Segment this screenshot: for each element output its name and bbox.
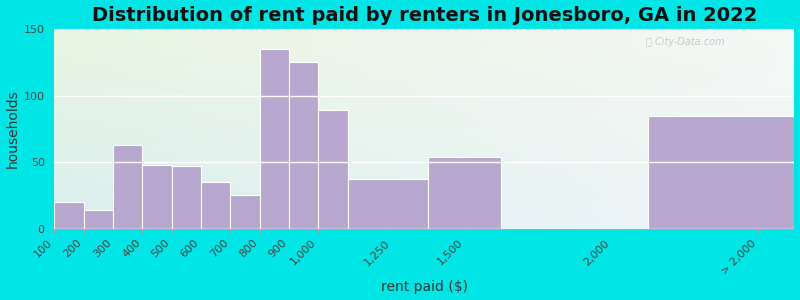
Bar (259, 49, 289, 229)
Bar (289, 62, 318, 229)
Bar (318, 110, 347, 229)
Bar (54, 202, 84, 229)
Bar (172, 166, 201, 229)
Bar (428, 157, 502, 229)
Bar (201, 182, 230, 229)
X-axis label: rent paid ($): rent paid ($) (381, 280, 468, 294)
Bar (347, 179, 428, 229)
Bar (648, 116, 794, 229)
Title: Distribution of rent paid by renters in Jonesboro, GA in 2022: Distribution of rent paid by renters in … (92, 6, 757, 25)
Bar (84, 210, 113, 229)
Y-axis label: households: households (6, 89, 19, 168)
Bar (113, 145, 142, 229)
Bar (142, 165, 172, 229)
Text: Ⓜ City-Data.com: Ⓜ City-Data.com (646, 37, 725, 47)
Bar (230, 196, 259, 229)
